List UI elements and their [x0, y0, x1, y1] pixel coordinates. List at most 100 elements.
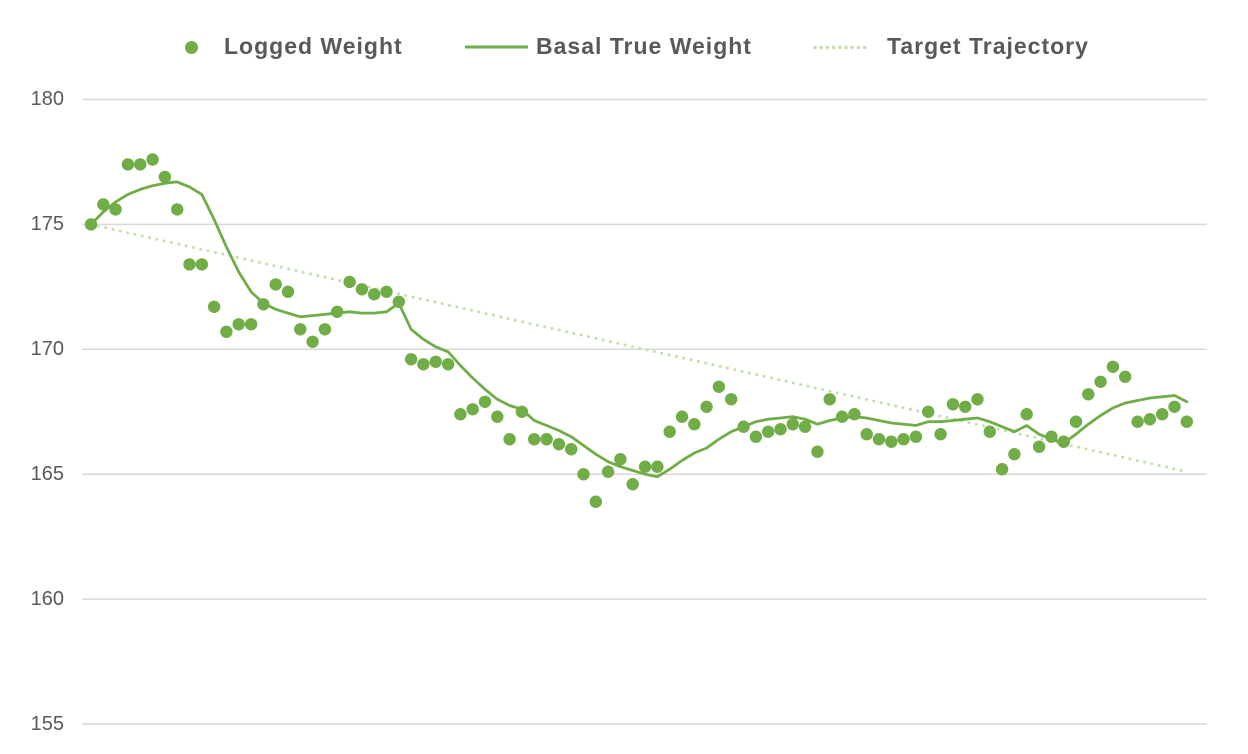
target-trajectory-line: [89, 222, 1189, 474]
legend-item-target-trajectory: Target Trajectory: [813, 33, 1089, 61]
logged-weight-point: [835, 410, 849, 423]
logged-weight-point: [244, 318, 258, 331]
logged-weight-point: [897, 433, 910, 446]
logged-weight-point: [380, 285, 393, 298]
logged-weight-point: [1168, 400, 1181, 413]
logged-weight-point: [294, 323, 307, 336]
logged-weight-point: [749, 430, 763, 443]
logged-weight-point: [528, 433, 541, 446]
logged-weight-point: [786, 418, 799, 431]
logged-weight-point: [959, 400, 972, 413]
logged-weight-point: [934, 428, 947, 441]
logged-weight-point: [146, 153, 159, 166]
legend-label-target-trajectory: Target Trajectory: [887, 32, 1089, 59]
logged-weight-point: [404, 353, 418, 366]
logged-weight-point: [454, 408, 467, 421]
logged-weight-point: [688, 418, 701, 431]
logged-weight-point: [589, 495, 602, 508]
logged-weight-point: [1020, 408, 1033, 421]
logged-weight-point: [540, 433, 553, 446]
logged-weight-point: [207, 300, 221, 313]
logged-weight-point: [355, 283, 369, 296]
logged-weight-point: [700, 400, 713, 413]
logged-weight-point: [1156, 408, 1169, 421]
logged-weight-point: [946, 398, 960, 411]
logged-weight-point: [257, 298, 270, 311]
logged-weight-point: [922, 405, 935, 418]
chart-legend: Logged Weight Basal True Weight Target T…: [0, 0, 1248, 72]
logged-weight-point: [725, 393, 738, 406]
logged-weight-point: [1131, 415, 1144, 428]
logged-weight-point: [638, 460, 652, 473]
logged-weight-point: [515, 405, 529, 418]
logged-weight-point: [269, 278, 282, 291]
logged-weight-point: [195, 258, 208, 271]
logged-weight-point: [318, 323, 332, 336]
y-axis-label-170: 170: [30, 338, 64, 360]
logged-weight-point: [478, 395, 492, 408]
basal-line-marker-icon: [465, 45, 528, 49]
logged-weight-point: [1094, 375, 1107, 388]
logged-weight-point: [848, 408, 861, 421]
y-axis-label-175: 175: [30, 213, 64, 235]
logged-weight-point: [614, 453, 627, 466]
logged-weight-point: [565, 443, 578, 456]
logged-weight-point: [220, 325, 233, 338]
logged-weight-point: [762, 425, 775, 438]
logged-weight-point: [798, 420, 812, 433]
logged-weight-point: [281, 285, 295, 298]
legend-label-logged-weight: Logged Weight: [224, 32, 403, 59]
logged-weight-point: [503, 433, 516, 446]
logged-weight-point: [429, 355, 442, 368]
logged-weight-point: [1057, 435, 1070, 448]
logged-weight-point: [368, 288, 381, 301]
logged-weight-point: [577, 468, 590, 481]
logged-weight-point: [1180, 415, 1194, 428]
logged-weight-point: [601, 465, 615, 478]
logged-weight-point: [158, 170, 172, 184]
logged-weight-point: [109, 203, 122, 216]
y-axis-label-160: 160: [30, 588, 64, 610]
logged-weight-point: [343, 275, 356, 289]
logged-weight-point: [885, 435, 898, 448]
logged-weight-point: [712, 380, 726, 393]
logged-weight-point: [466, 403, 479, 416]
logged-weight-point: [1082, 388, 1095, 401]
logged-weight-point: [737, 420, 750, 433]
logged-weight-point: [626, 478, 639, 491]
y-axis-label-165: 165: [30, 463, 64, 485]
logged-weight-point: [909, 430, 923, 443]
legend-item-basal-true-weight: Basal True Weight: [465, 33, 752, 61]
logged-weight-point: [1008, 448, 1021, 461]
logged-weight-point: [971, 393, 984, 406]
y-axis-label-155: 155: [30, 713, 64, 735]
logged-weight-point: [1032, 440, 1046, 453]
logged-weight-point: [552, 438, 566, 451]
logged-weight-point: [663, 425, 676, 438]
logged-weight-point: [983, 425, 996, 438]
logged-weight-point: [1119, 370, 1132, 383]
logged-weight-point: [121, 158, 135, 171]
legend-label-basal-true-weight: Basal True Weight: [536, 32, 752, 59]
logged-weight-point: [441, 358, 455, 371]
logged-weight-marker-icon: [185, 40, 198, 54]
y-axis-label-180: 180: [30, 88, 64, 110]
logged-weight-point: [392, 295, 405, 308]
logged-weight-point: [995, 463, 1009, 476]
basal-true-weight-line: [89, 180, 1189, 479]
logged-weight-point: [675, 410, 689, 423]
logged-weight-point: [1069, 415, 1083, 428]
logged-weight-point: [1143, 413, 1157, 426]
target-dotted-marker-icon: [813, 45, 869, 49]
logged-weight-point: [306, 335, 319, 348]
logged-weight-point: [232, 318, 245, 331]
logged-weight-point: [774, 423, 787, 436]
logged-weight-point: [171, 203, 184, 216]
logged-weight-point: [491, 410, 504, 423]
legend-item-logged-weight: Logged Weight: [185, 33, 403, 61]
logged-weight-point: [331, 305, 344, 318]
logged-weight-point: [97, 198, 110, 211]
logged-weight-point: [1106, 360, 1120, 373]
